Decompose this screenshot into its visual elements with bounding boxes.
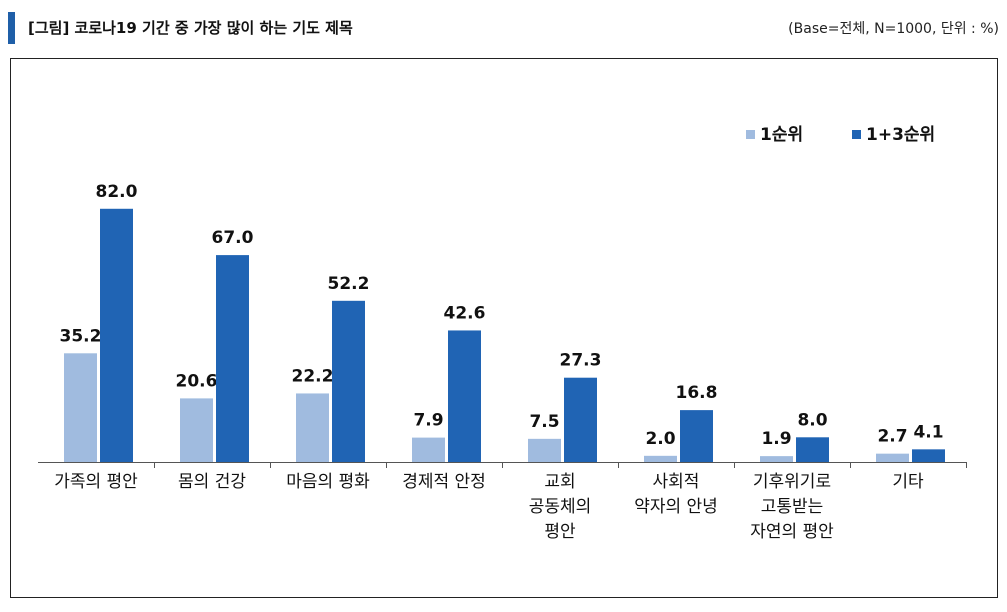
category-label-1: 몸의 건강 bbox=[178, 472, 246, 492]
bar-rank1to3-0 bbox=[100, 208, 133, 462]
category-label-4: 교회 공동체의 평안 bbox=[529, 472, 592, 542]
bar-rank1to3-5 bbox=[680, 410, 713, 462]
category-label-3: 경제적 안정 bbox=[402, 472, 486, 492]
bar-rank1to3-3 bbox=[448, 330, 481, 462]
category-label-7: 기타 bbox=[892, 472, 924, 492]
bar-rank1to3-6 bbox=[796, 437, 829, 462]
bar-rank1to3-2 bbox=[332, 300, 365, 462]
chart-frame bbox=[10, 58, 998, 598]
legend-swatch-rank1to3 bbox=[852, 130, 861, 139]
data-label-rank1to3-1: 67.0 bbox=[212, 228, 254, 248]
data-label-rank1to3-2: 52.2 bbox=[328, 274, 370, 294]
base-note: (Base=전체, N=1000, 단위 : %) bbox=[788, 21, 999, 37]
bar-rank1-7 bbox=[876, 453, 909, 462]
bar-rank1-6 bbox=[760, 456, 793, 462]
bar-rank1to3-7 bbox=[912, 449, 945, 462]
bar-rank1-4 bbox=[528, 438, 561, 462]
bar-rank1-1 bbox=[180, 398, 213, 462]
data-label-rank1to3-3: 42.6 bbox=[444, 303, 486, 323]
data-label-rank1-5: 2.0 bbox=[645, 429, 675, 449]
category-label-5: 사회적 약자의 안녕 bbox=[634, 472, 718, 517]
category-label-0: 가족의 평안 bbox=[54, 472, 138, 492]
data-label-rank1to3-7: 4.1 bbox=[913, 422, 943, 442]
bar-rank1to3-1 bbox=[216, 255, 249, 462]
data-label-rank1-0: 35.2 bbox=[60, 326, 102, 346]
bar-rank1-5 bbox=[644, 455, 677, 462]
legend-label-rank1: 1순위 bbox=[760, 125, 803, 145]
legend-swatch-rank1 bbox=[746, 130, 755, 139]
data-label-rank1-1: 20.6 bbox=[176, 371, 218, 391]
data-label-rank1to3-6: 8.0 bbox=[797, 410, 827, 430]
data-label-rank1-4: 7.5 bbox=[529, 412, 559, 432]
chart-title: [그림] 코로나19 기간 중 가장 많이 하는 기도 제목 bbox=[28, 19, 353, 37]
bar-rank1-2 bbox=[296, 393, 329, 462]
data-label-rank1to3-4: 27.3 bbox=[560, 351, 602, 371]
bar-rank1-0 bbox=[64, 353, 97, 462]
category-label-6: 기후위기로 고통받는 자연의 평안 bbox=[750, 472, 834, 542]
category-label-2: 마음의 평화 bbox=[286, 472, 370, 492]
data-label-rank1-6: 1.9 bbox=[761, 429, 791, 449]
bar-rank1-3 bbox=[412, 437, 445, 462]
bar-rank1to3-4 bbox=[564, 377, 597, 462]
data-label-rank1to3-0: 82.0 bbox=[96, 182, 138, 202]
data-label-rank1-7: 2.7 bbox=[877, 427, 907, 447]
data-label-rank1-2: 22.2 bbox=[292, 366, 334, 386]
legend-label-rank1to3: 1+3순위 bbox=[866, 125, 935, 145]
data-label-rank1-3: 7.9 bbox=[413, 411, 443, 431]
data-label-rank1to3-5: 16.8 bbox=[676, 383, 718, 403]
title-accent-bar bbox=[8, 12, 15, 44]
